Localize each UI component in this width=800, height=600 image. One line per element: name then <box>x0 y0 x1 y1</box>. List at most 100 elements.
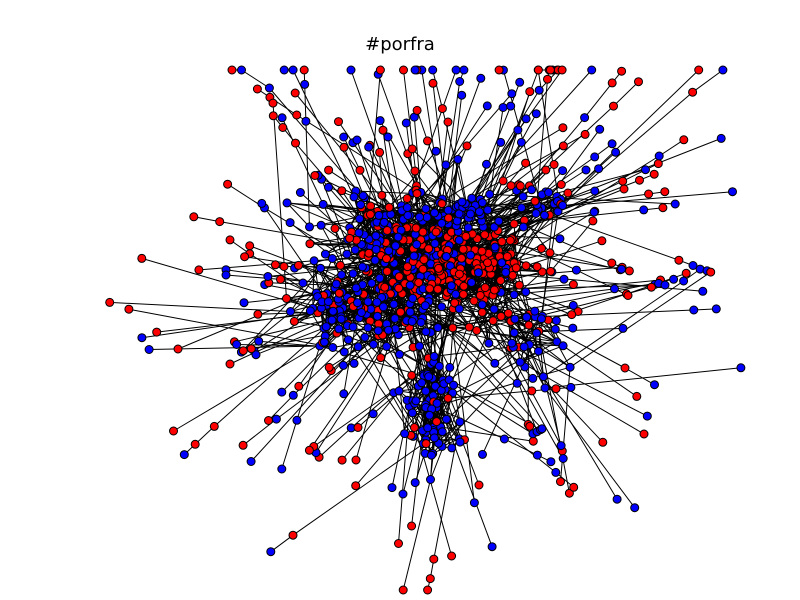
graph-node-red <box>469 296 479 306</box>
graph-edge <box>441 306 470 328</box>
graph-node-blue <box>410 478 420 488</box>
graph-edge <box>562 345 638 397</box>
graph-node-blue <box>454 304 464 314</box>
graph-node-red <box>376 353 386 363</box>
graph-node-blue <box>327 315 337 325</box>
graph-node-red <box>498 176 508 186</box>
graph-node-blue <box>403 211 413 220</box>
graph-node-blue <box>483 205 493 215</box>
graph-node-red <box>458 289 468 299</box>
graph-edge <box>388 150 437 208</box>
graph-edge <box>318 427 352 458</box>
graph-node-blue <box>433 323 443 333</box>
graph-node-blue <box>478 449 487 459</box>
graph-node-red <box>334 288 344 298</box>
graph-node-blue <box>384 325 393 335</box>
graph-node-red <box>375 65 385 75</box>
graph-node-blue <box>612 494 622 504</box>
graph-edge <box>535 309 694 318</box>
graph-node-red <box>545 65 555 75</box>
graph-node-blue <box>408 408 417 418</box>
graph-node-red <box>289 316 299 326</box>
graph-node-blue <box>324 182 333 192</box>
graph-node-blue <box>607 139 617 149</box>
graph-node-red <box>454 269 464 279</box>
graph-edge <box>292 320 371 396</box>
graph-node-blue <box>510 314 520 324</box>
graph-node-blue <box>349 358 359 368</box>
graph-node-blue <box>521 287 531 297</box>
graph-node-blue <box>455 77 465 86</box>
graph-node-red <box>194 265 204 275</box>
graph-edge <box>304 84 307 122</box>
graph-node-blue <box>568 323 578 333</box>
graph-edge <box>553 137 722 205</box>
graph-node-blue <box>369 339 378 349</box>
graph-node-blue <box>350 245 360 255</box>
graph-node-red <box>264 416 273 425</box>
graph-node-blue <box>455 437 465 447</box>
graph-node-blue <box>558 454 568 463</box>
graph-node-red <box>432 417 442 427</box>
graph-node-blue <box>509 290 519 300</box>
graph-node-red <box>588 216 598 226</box>
graph-node-red <box>276 274 285 284</box>
graph-node-blue <box>467 278 476 287</box>
graph-node-red <box>429 554 439 564</box>
graph-node-blue <box>718 65 728 75</box>
graph-edge <box>544 387 636 508</box>
graph-node-blue <box>286 307 295 316</box>
graph-edge <box>411 148 469 207</box>
graph-node-blue <box>321 322 331 332</box>
graph-edge <box>441 361 521 447</box>
graph-node-blue <box>497 258 507 268</box>
graph-node-blue <box>264 83 274 93</box>
graph-edge <box>538 331 570 494</box>
graph-node-blue <box>402 203 412 212</box>
graph-edge <box>513 346 648 417</box>
graph-node-blue <box>144 345 154 354</box>
graph-node-red <box>270 260 280 270</box>
graph-node-red <box>223 179 233 189</box>
graph-node-red <box>288 530 298 540</box>
graph-node-blue <box>355 214 365 224</box>
graph-node-blue <box>137 333 147 343</box>
graph-edge <box>658 139 685 157</box>
graph-node-red <box>527 386 537 396</box>
graph-node-blue <box>432 398 442 408</box>
graph-node-blue <box>375 273 385 283</box>
graph-node-blue <box>412 240 422 249</box>
graph-node-red <box>384 202 394 212</box>
graph-node-red <box>190 439 200 449</box>
nodes-layer <box>105 65 746 595</box>
graph-edge <box>513 346 604 443</box>
graph-node-red <box>152 327 162 337</box>
graph-node-blue <box>534 346 543 356</box>
graph-node-red <box>557 65 567 75</box>
graph-edge <box>557 180 623 213</box>
graph-node-blue <box>356 308 366 317</box>
graph-edge <box>242 246 372 352</box>
graph-node-blue <box>282 198 292 208</box>
graph-node-blue <box>384 246 394 256</box>
graph-node-blue <box>295 188 305 197</box>
graph-node-blue <box>467 193 477 203</box>
graph-node-red <box>660 187 670 197</box>
graph-node-red <box>564 488 574 498</box>
graph-edge <box>432 69 443 109</box>
graph-edge <box>537 190 595 210</box>
graph-node-red <box>489 285 499 295</box>
graph-node-blue <box>323 297 333 307</box>
graph-node-blue <box>521 114 531 124</box>
graph-node-blue <box>482 159 491 169</box>
graph-node-blue <box>544 188 554 197</box>
graph-node-blue <box>630 503 640 513</box>
graph-node-blue <box>512 378 522 388</box>
graph-node-blue <box>550 324 560 334</box>
graph-node-blue <box>654 151 664 161</box>
graph-node-red <box>646 282 656 292</box>
graph-node-red <box>407 521 417 531</box>
graph-node-red <box>382 226 392 235</box>
graph-node-blue <box>489 222 499 232</box>
graph-node-red <box>335 260 345 270</box>
